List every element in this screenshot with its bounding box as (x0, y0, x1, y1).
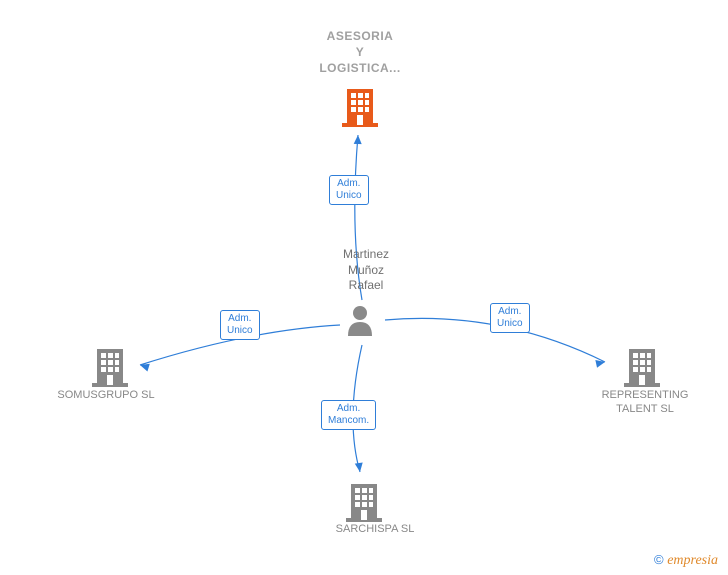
edge-label-top: Adm.Unico (329, 175, 369, 205)
node-left-label: SOMUSGRUPO SL (36, 388, 176, 402)
edge-arrow-bottom (355, 463, 364, 473)
node-bottom-label: SARCHISPA SL (320, 522, 430, 536)
edge-arrow-left (139, 361, 150, 371)
node-left-icon[interactable] (92, 347, 128, 387)
node-left-label-wrap: SOMUSGRUPO SL (36, 388, 176, 402)
node-top[interactable]: ASESORIA Y LOGISTICA... (300, 28, 420, 77)
node-bottom-icon[interactable] (346, 482, 382, 522)
copyright-symbol: © (654, 552, 664, 567)
node-right-icon[interactable] (624, 347, 660, 387)
edge-label-left: Adm.Unico (220, 310, 260, 340)
node-top-label: ASESORIA Y LOGISTICA... (300, 28, 420, 77)
edge-arrow-right (595, 358, 605, 368)
center-person-icon[interactable] (346, 304, 374, 336)
node-top-icon[interactable] (342, 87, 378, 127)
edge-label-right: Adm.Unico (490, 303, 530, 333)
center-person-label: Martinez Muñoz Rafael (326, 247, 406, 294)
brand-name: empresia (667, 553, 718, 568)
node-right-label-wrap: REPRESENTING TALENT SL (590, 388, 700, 417)
edge-arrow-top (354, 135, 362, 144)
node-bottom-label-wrap: SARCHISPA SL (320, 522, 430, 536)
edge-label-bottom: Adm.Mancom. (321, 400, 376, 430)
watermark: © empresia (654, 552, 718, 569)
node-right-label: REPRESENTING TALENT SL (590, 388, 700, 417)
